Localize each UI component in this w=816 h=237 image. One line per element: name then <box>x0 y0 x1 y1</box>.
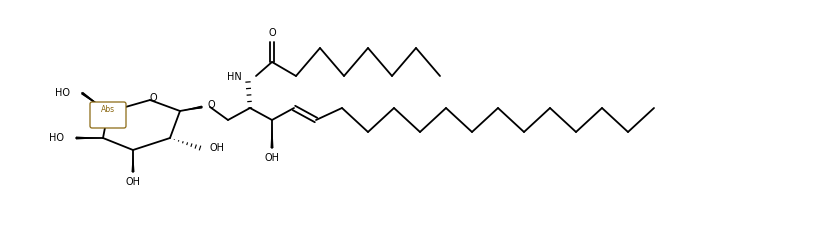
Text: OH: OH <box>126 177 140 187</box>
Text: O: O <box>268 28 276 38</box>
FancyBboxPatch shape <box>90 102 126 128</box>
Polygon shape <box>81 92 108 112</box>
Text: HO: HO <box>55 88 70 98</box>
Polygon shape <box>76 137 103 140</box>
Text: HN: HN <box>227 72 242 82</box>
Text: O: O <box>207 100 215 110</box>
Text: HO: HO <box>49 133 64 143</box>
Text: OH: OH <box>210 143 225 153</box>
Polygon shape <box>180 105 202 111</box>
Text: OH: OH <box>264 153 280 163</box>
Polygon shape <box>270 120 273 148</box>
Text: Abs: Abs <box>101 105 115 114</box>
Polygon shape <box>131 150 135 172</box>
Text: O: O <box>149 93 157 103</box>
